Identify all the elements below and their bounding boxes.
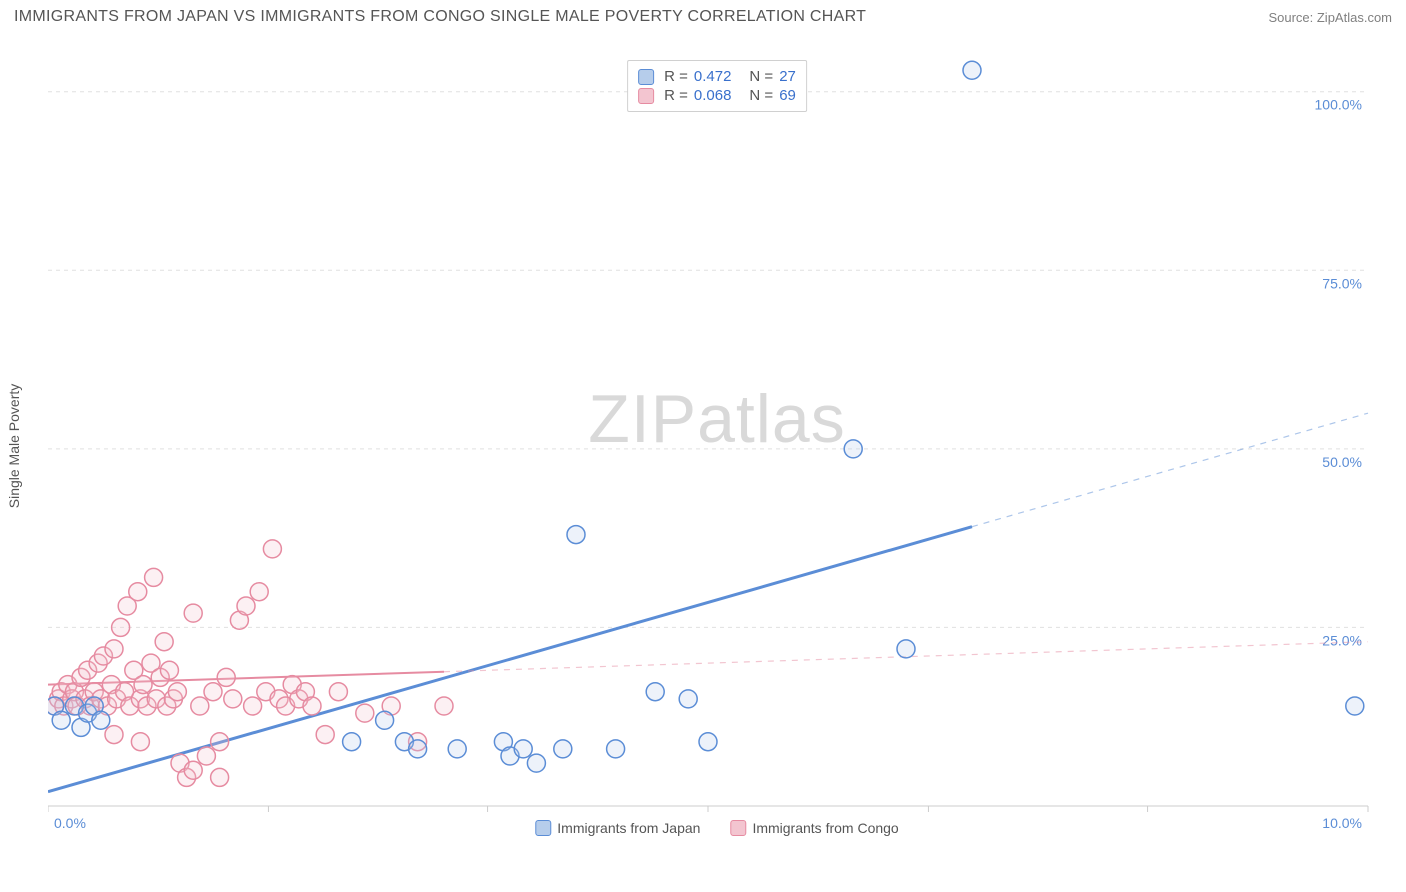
legend-item-congo: Immigrants from Congo bbox=[730, 820, 898, 836]
svg-text:25.0%: 25.0% bbox=[1322, 632, 1362, 648]
title-bar: IMMIGRANTS FROM JAPAN VS IMMIGRANTS FROM… bbox=[0, 0, 1406, 30]
watermark: ZIPatlas bbox=[588, 380, 845, 458]
swatch-congo-bottom bbox=[730, 820, 746, 836]
watermark-zip: ZIP bbox=[588, 381, 697, 457]
legend-item-japan: Immigrants from Japan bbox=[535, 820, 700, 836]
legend-label-japan: Immigrants from Japan bbox=[557, 820, 700, 836]
svg-text:75.0%: 75.0% bbox=[1322, 275, 1362, 291]
r-label: R = bbox=[664, 87, 688, 104]
legend-label-congo: Immigrants from Congo bbox=[752, 820, 898, 836]
n-label: N = bbox=[749, 87, 773, 104]
series-legend: Immigrants from Japan Immigrants from Co… bbox=[535, 820, 898, 836]
swatch-japan bbox=[638, 69, 654, 85]
n-value-congo: 69 bbox=[779, 87, 796, 104]
r-value-japan: 0.472 bbox=[694, 68, 732, 85]
swatch-japan-bottom bbox=[535, 820, 551, 836]
watermark-atlas: atlas bbox=[697, 381, 846, 457]
plot-area: 25.0%50.0%75.0%100.0%0.0%10.0% ZIPatlas … bbox=[48, 30, 1386, 840]
n-label: N = bbox=[749, 68, 773, 85]
swatch-congo bbox=[638, 88, 654, 104]
svg-text:50.0%: 50.0% bbox=[1322, 454, 1362, 470]
legend-row-japan: R = 0.472 N = 27 bbox=[638, 67, 796, 86]
r-label: R = bbox=[664, 68, 688, 85]
n-value-japan: 27 bbox=[779, 68, 796, 85]
svg-text:10.0%: 10.0% bbox=[1322, 815, 1362, 831]
chart-title: IMMIGRANTS FROM JAPAN VS IMMIGRANTS FROM… bbox=[14, 8, 866, 26]
legend-row-congo: R = 0.068 N = 69 bbox=[638, 86, 796, 105]
svg-text:0.0%: 0.0% bbox=[54, 815, 86, 831]
source-label: Source: ZipAtlas.com bbox=[1268, 10, 1392, 25]
y-axis-label: Single Male Poverty bbox=[6, 384, 22, 509]
svg-text:100.0%: 100.0% bbox=[1315, 97, 1362, 113]
r-value-congo: 0.068 bbox=[694, 87, 732, 104]
correlation-legend: R = 0.472 N = 27 R = 0.068 N = 69 bbox=[627, 60, 807, 112]
